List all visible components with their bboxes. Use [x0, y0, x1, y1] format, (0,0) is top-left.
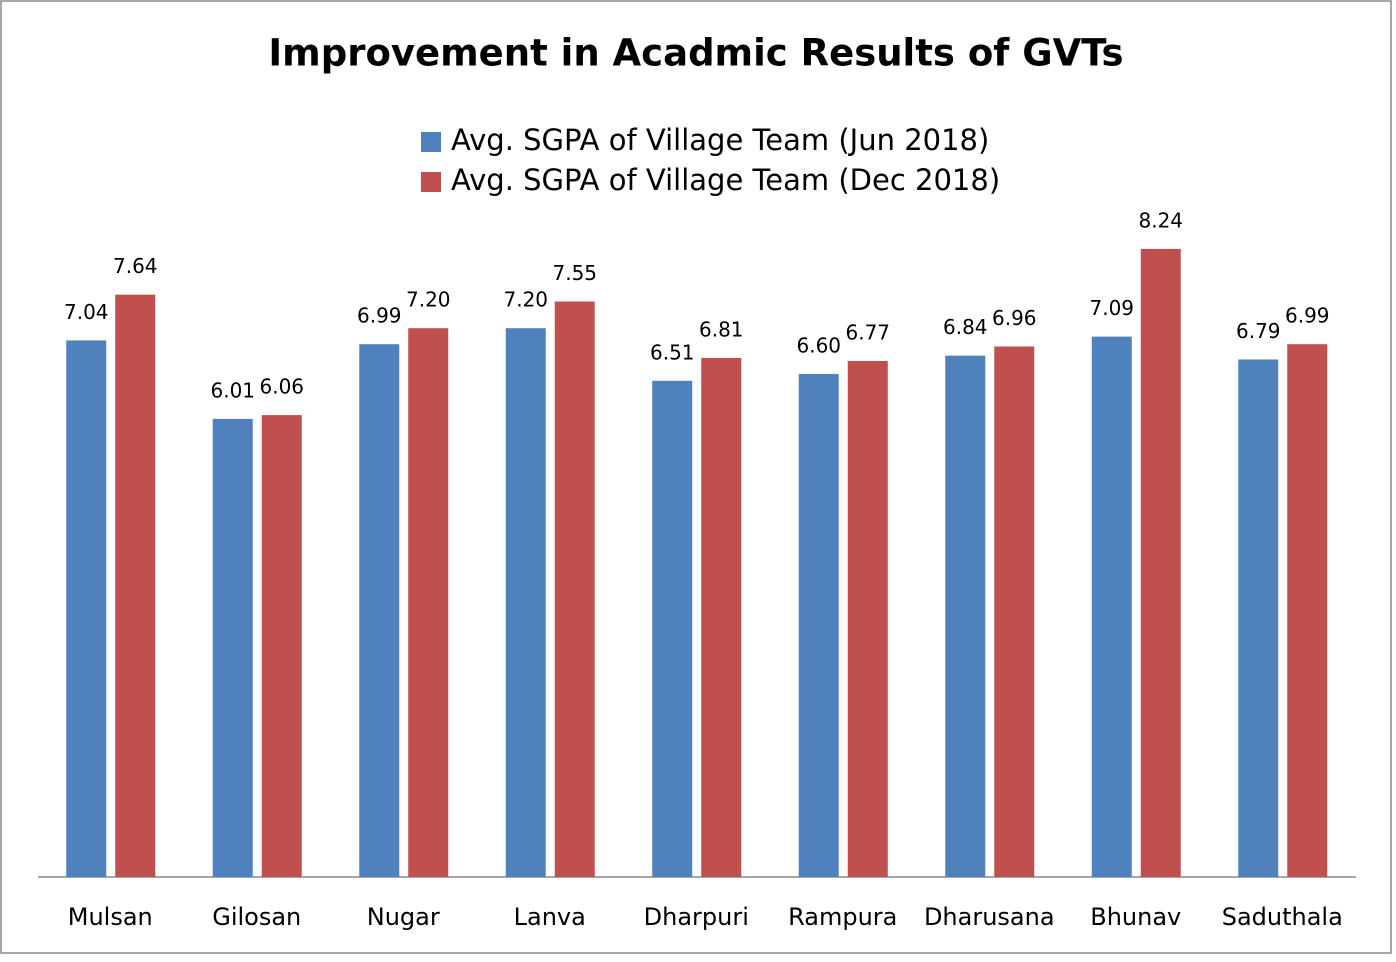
bar — [1091, 336, 1132, 877]
data-label: 6.96 — [992, 306, 1037, 330]
data-label: 7.20 — [406, 288, 451, 312]
x-tick-label: Nugar — [367, 903, 440, 931]
bar — [1287, 344, 1328, 877]
data-label: 6.84 — [943, 315, 988, 339]
data-label: 6.51 — [650, 340, 695, 364]
x-tick-label: Saduthala — [1222, 903, 1343, 931]
data-label: 7.55 — [552, 261, 597, 285]
legend-label: Avg. SGPA of Village Team (Jun 2018) — [451, 123, 989, 157]
data-label: 7.09 — [1089, 296, 1134, 320]
data-label: 7.64 — [113, 254, 158, 278]
bar — [652, 380, 693, 877]
data-label: 7.04 — [64, 300, 109, 324]
bar — [115, 294, 156, 877]
legend-swatch — [421, 132, 441, 152]
legend-swatch — [421, 172, 441, 192]
bar — [66, 340, 107, 877]
data-label: 8.24 — [1138, 208, 1183, 232]
data-label: 6.01 — [210, 378, 255, 402]
data-label: 6.81 — [699, 317, 744, 341]
data-label: 6.60 — [796, 333, 841, 357]
bar — [701, 357, 742, 878]
x-tick-label: Dharpuri — [644, 903, 749, 931]
data-label: 6.99 — [357, 304, 402, 328]
bar — [359, 344, 400, 877]
x-tick-label: Gilosan — [212, 903, 301, 931]
bar — [798, 373, 839, 877]
data-label: 6.99 — [1285, 304, 1330, 328]
bar — [212, 418, 253, 877]
bar — [1140, 248, 1181, 877]
data-label: 6.79 — [1236, 319, 1281, 343]
data-label: 7.20 — [503, 288, 548, 312]
bar — [1238, 359, 1279, 877]
data-label: 6.77 — [845, 320, 890, 344]
bar — [945, 355, 986, 877]
bar — [554, 301, 595, 877]
x-tick-label: Bhunav — [1090, 903, 1181, 931]
x-tick-label: Lanva — [514, 903, 586, 931]
bar — [261, 415, 302, 877]
bar — [408, 328, 449, 877]
bar — [847, 360, 888, 877]
x-tick-label: Dharusana — [924, 903, 1055, 931]
legend-label: Avg. SGPA of Village Team (Dec 2018) — [451, 163, 1000, 197]
x-tick-label: Rampura — [788, 903, 897, 931]
bar — [994, 346, 1035, 877]
chart-title: Improvement in Acadmic Results of GVTs — [268, 32, 1123, 75]
x-tick-label: Mulsan — [68, 903, 153, 931]
bar — [505, 328, 546, 877]
data-label: 6.06 — [259, 375, 304, 399]
